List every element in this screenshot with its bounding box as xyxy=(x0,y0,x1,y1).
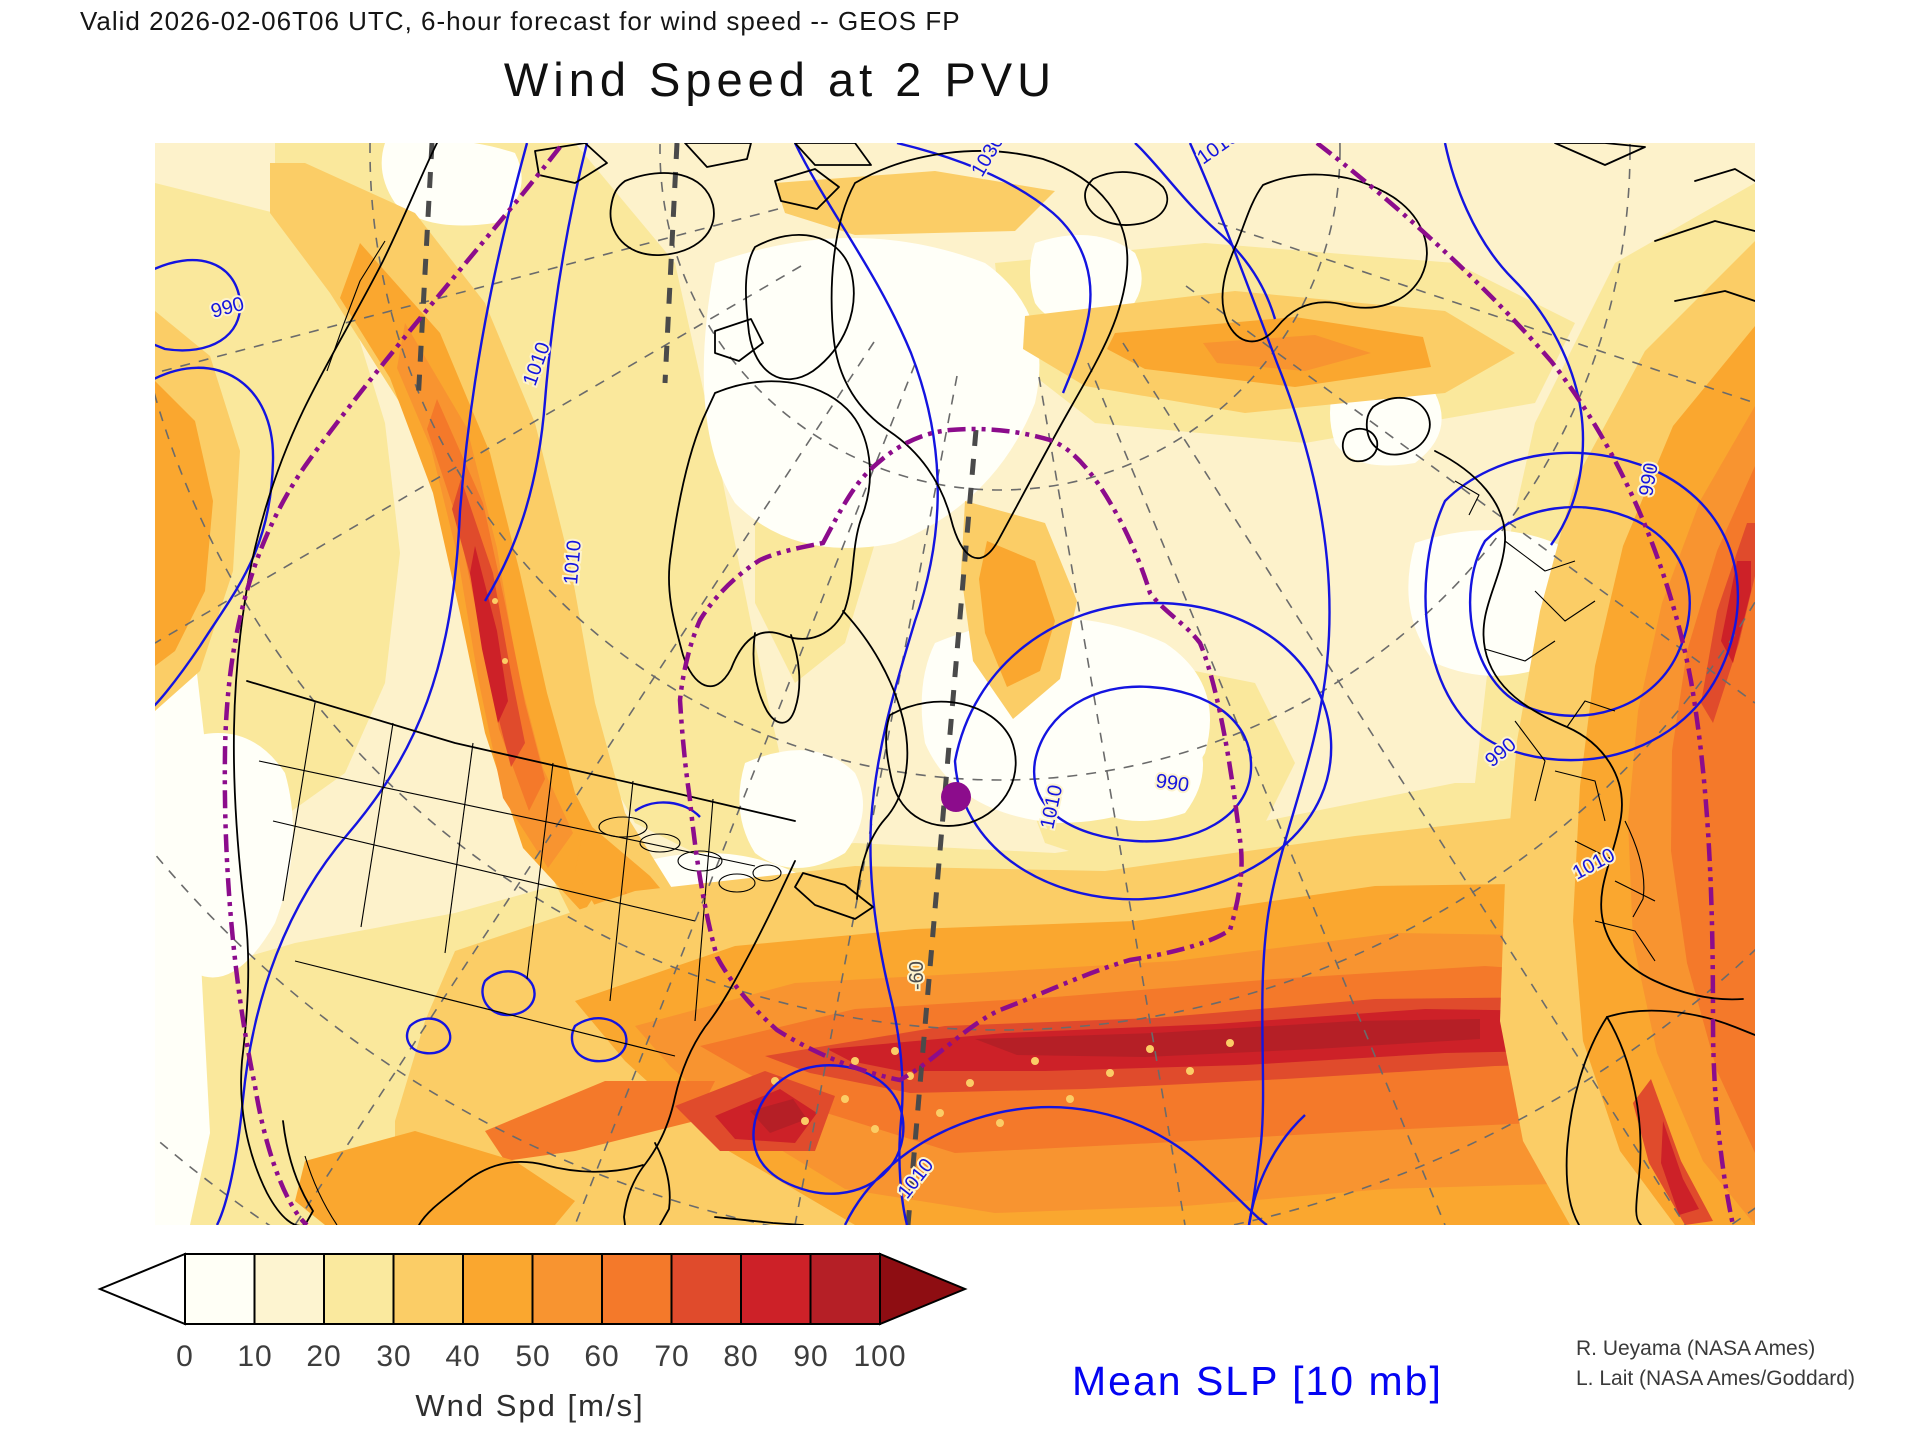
credits-block: R. Ueyama (NASA Ames) L. Lait (NASA Ames… xyxy=(1576,1334,1855,1394)
station-marker-dot xyxy=(941,782,971,812)
contour-label: 990 xyxy=(1154,770,1190,796)
slp-caption: Mean SLP [10 mb] xyxy=(1072,1358,1443,1404)
colorbar-tick: 0 xyxy=(176,1340,194,1373)
colorbar-tick: 100 xyxy=(853,1340,907,1373)
meridian-label: -60 xyxy=(906,961,928,990)
colorbar-cell xyxy=(323,1253,395,1325)
colorbar-cell xyxy=(253,1253,325,1325)
wind-shading-layer xyxy=(155,139,1755,1225)
colorbar-under-arrow xyxy=(97,1252,186,1326)
colorbar-over-arrow xyxy=(879,1252,968,1326)
colorbar-cell xyxy=(601,1253,673,1325)
colorbar-tick: 20 xyxy=(306,1340,342,1373)
colorbar-tick: 30 xyxy=(376,1340,412,1373)
contour-label: 1010 xyxy=(560,539,586,585)
colorbar-cell xyxy=(670,1253,742,1325)
colorbar-tick: 70 xyxy=(654,1340,690,1373)
colorbar-cell xyxy=(462,1253,534,1325)
colorbar-tick: 60 xyxy=(584,1340,620,1373)
colorbar-tick: 10 xyxy=(237,1340,273,1373)
colorbar-ticks: 0 10 20 30 40 50 60 70 80 90 100 xyxy=(0,1340,1000,1376)
colorbar-cell xyxy=(740,1253,812,1325)
colorbar-cell xyxy=(392,1253,464,1325)
colorbar-label: Wnd Spd [m/s] xyxy=(415,1388,645,1423)
colorbar-cell xyxy=(184,1253,256,1325)
credit-line: L. Lait (NASA Ames/Goddard) xyxy=(1576,1367,1855,1390)
terminator-layer xyxy=(222,141,1736,1227)
colorbar-cell xyxy=(531,1253,603,1325)
credit-line: R. Ueyama (NASA Ames) xyxy=(1576,1337,1816,1360)
colorbar xyxy=(90,1248,980,1332)
colorbar-tick: 40 xyxy=(445,1340,481,1373)
colorbar-tick: 50 xyxy=(515,1340,551,1373)
valid-time-line: Valid 2026-02-06T06 UTC, 6-hour forecast… xyxy=(80,6,961,36)
page-title: Wind Speed at 2 PVU xyxy=(503,53,1057,106)
colorbar-cell xyxy=(809,1253,881,1325)
colorbar-tick: 80 xyxy=(723,1340,759,1373)
coastline-layer xyxy=(232,142,1756,1227)
colorbar-tick: 90 xyxy=(793,1340,829,1373)
slp-contour-layer xyxy=(149,141,1740,1227)
